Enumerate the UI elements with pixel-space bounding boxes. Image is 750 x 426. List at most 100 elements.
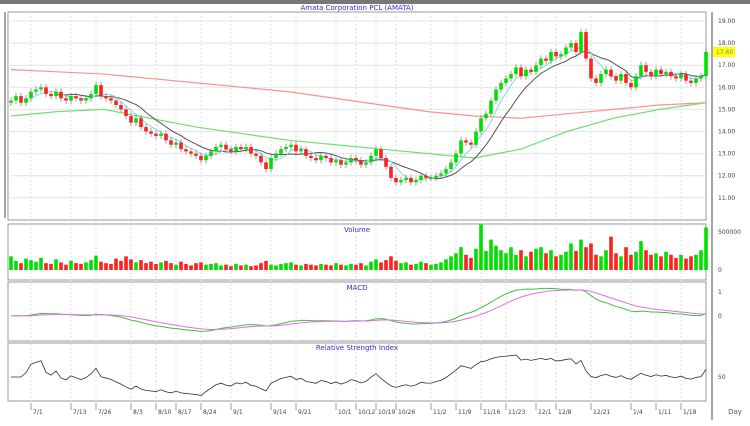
volume-bar xyxy=(499,250,503,270)
volume-bar xyxy=(104,263,108,270)
volume-bar xyxy=(244,264,248,270)
candle-body xyxy=(149,131,153,134)
volume-bar xyxy=(364,265,368,270)
volume-bar xyxy=(689,256,693,270)
x-tick-label: 1/4 xyxy=(633,409,643,416)
volume-bar xyxy=(504,253,508,270)
y-tick-label: 19.00 xyxy=(718,18,735,25)
volume-bar xyxy=(124,256,128,270)
volume-bar xyxy=(379,262,383,270)
candle-body xyxy=(249,146,253,154)
candle-body xyxy=(159,133,163,136)
candle-body xyxy=(494,89,498,101)
candle-body xyxy=(254,153,258,156)
x-tick-label: 7/1 xyxy=(33,409,43,416)
volume-bar xyxy=(659,256,663,270)
candle-body xyxy=(59,91,63,99)
candle-body xyxy=(589,58,593,79)
candle-body xyxy=(364,162,368,165)
candle-body xyxy=(669,71,673,77)
volume-bar xyxy=(359,263,363,270)
volume-bar xyxy=(299,265,303,270)
volume-bar xyxy=(569,243,573,270)
candle-body xyxy=(99,85,103,97)
candle-body xyxy=(189,151,193,154)
x-tick-label: 10/26 xyxy=(398,409,415,416)
candle-body xyxy=(489,100,493,114)
y-tick-label: 13.00 xyxy=(718,151,735,158)
x-tick-label: 10/12 xyxy=(358,409,375,416)
candle-body xyxy=(379,149,383,159)
volume-bar xyxy=(464,254,468,270)
volume-bar xyxy=(29,260,33,270)
candle-body xyxy=(284,146,288,150)
volume-bar xyxy=(389,256,393,270)
volume-bar xyxy=(189,265,193,270)
volume-bar xyxy=(549,250,553,270)
y-tick-label: 16.00 xyxy=(718,84,735,91)
macd-tick-label: 1 xyxy=(718,289,722,296)
volume-bar xyxy=(129,259,133,270)
panel-3 xyxy=(7,342,707,402)
candle-body xyxy=(674,76,678,79)
volume-bar xyxy=(584,247,588,270)
candle-body xyxy=(124,109,128,117)
volume-bar xyxy=(604,250,608,270)
macd-tick-label: 0 xyxy=(718,313,722,320)
volume-bar xyxy=(454,253,458,270)
volume-bar xyxy=(234,263,238,270)
volume-bar xyxy=(324,264,328,270)
volume-tick-label: 500000 xyxy=(718,229,741,236)
volume-bar xyxy=(164,260,168,270)
x-tick-label: 11/23 xyxy=(508,409,525,416)
volume-bar xyxy=(64,264,68,270)
ma-long-red-line xyxy=(10,69,707,119)
x-tick-label: 7/26 xyxy=(98,409,112,416)
last-price-label: 17.60 xyxy=(716,49,733,56)
volume-bar xyxy=(119,260,123,270)
candle-body xyxy=(684,74,688,81)
volume-bar xyxy=(174,264,178,270)
volume-tick-label: 0 xyxy=(718,267,722,274)
x-tick-label: 12/8 xyxy=(558,409,572,416)
x-tick-label: 8/3 xyxy=(133,409,143,416)
chart-title: Amata Corporation PCL (AMATA) xyxy=(300,4,413,12)
volume-bar xyxy=(214,263,218,270)
volume-bar xyxy=(594,254,598,270)
candle-body xyxy=(274,153,278,159)
candle-body xyxy=(314,158,318,161)
candle-body xyxy=(704,51,708,77)
x-tick-label: 12/1 xyxy=(538,409,552,416)
volume-bar xyxy=(559,254,563,270)
x-tick-label: 9/1 xyxy=(233,409,243,416)
candle-body xyxy=(644,65,648,72)
volume-bar xyxy=(99,261,103,270)
volume-bar xyxy=(269,264,273,270)
candle-body xyxy=(519,67,523,77)
candle-body xyxy=(279,149,283,154)
candle-body xyxy=(514,67,518,75)
candle-body xyxy=(444,169,448,174)
volume-bar xyxy=(284,263,288,270)
volume-bar xyxy=(289,262,293,270)
volume-bar xyxy=(34,261,38,270)
candle-body xyxy=(154,133,158,136)
candle-body xyxy=(169,140,173,145)
candle-body xyxy=(454,153,458,163)
x-tick-label: 10/1 xyxy=(338,409,352,416)
panel-2 xyxy=(7,281,707,342)
candle-body xyxy=(599,74,603,83)
candle-body xyxy=(309,155,313,159)
x-tick-label: 7/13 xyxy=(73,409,87,416)
candle-body xyxy=(484,113,488,119)
candle-body xyxy=(504,78,508,83)
candle-body xyxy=(239,146,243,150)
candle-body xyxy=(344,162,348,165)
candle-body xyxy=(19,96,23,103)
candle-body xyxy=(24,98,28,103)
volume-bar xyxy=(424,263,428,270)
candle-body xyxy=(304,149,308,156)
volume-bar xyxy=(534,248,538,270)
candle-body xyxy=(694,78,698,83)
